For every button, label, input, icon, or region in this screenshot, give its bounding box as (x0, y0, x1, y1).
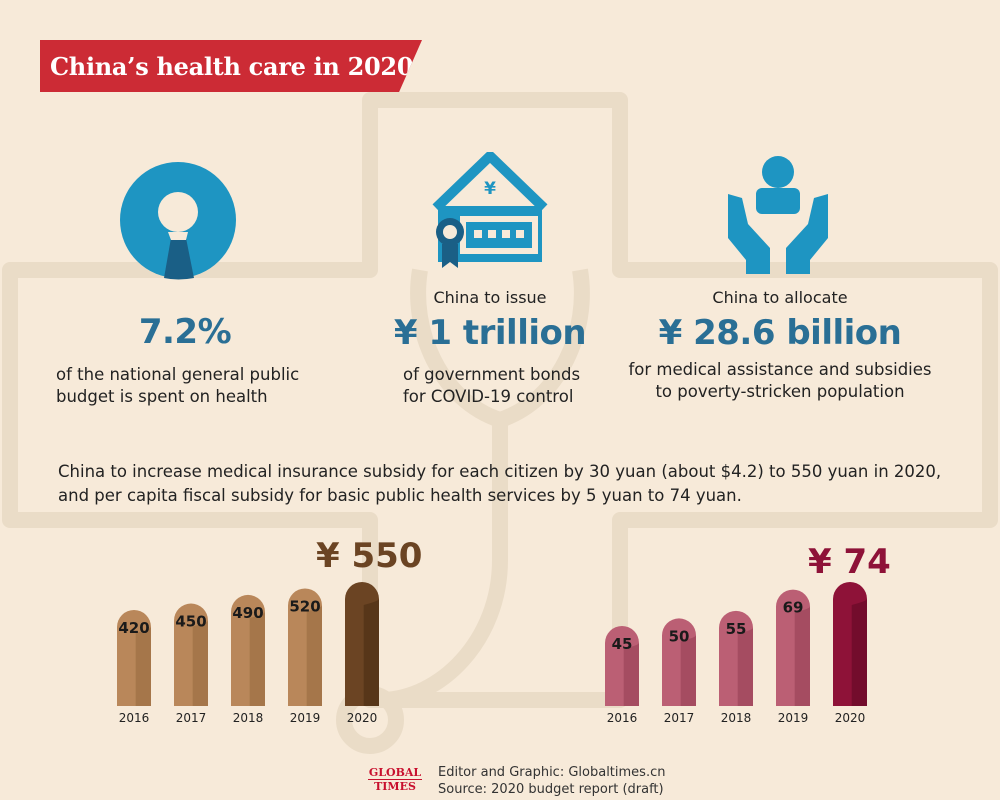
pie-chart-icon (120, 162, 236, 280)
bar-2018: 55 2018 (719, 610, 753, 725)
subsidy-note: China to increase medical insurance subs… (58, 460, 958, 508)
bonds-value: ¥ 1 trillion (393, 313, 587, 353)
bar-value-label: 50 (669, 627, 690, 645)
stat-allocate: China to allocate ¥ 28.6 billion for med… (620, 288, 940, 403)
note-line1: China to increase medical insurance subs… (58, 462, 942, 481)
credit-source: Source: 2020 budget report (draft) (438, 782, 664, 797)
bar-value-label: 520 (289, 597, 320, 615)
logo-line1: GLOBAL (368, 766, 422, 779)
bar-value-label: 490 (232, 604, 263, 622)
bar-2017: 450 2017 (174, 603, 208, 725)
bar-2019: 69 2019 (776, 589, 810, 725)
year-tick-label: 2018 (721, 711, 752, 725)
bar-shade (306, 605, 322, 706)
bar-shade (135, 627, 151, 706)
percent-desc-line2: budget is spent on health (56, 387, 268, 406)
bonds-desc-line1: of government bonds (403, 365, 581, 384)
bar-2020: 2020 (833, 582, 867, 725)
year-tick-label: 2016 (607, 711, 638, 725)
year-tick-label: 2017 (664, 711, 695, 725)
stat-percent: 7.2% (40, 312, 330, 352)
percent-desc-line1: of the national general public (56, 365, 300, 384)
year-tick-label: 2019 (778, 711, 809, 725)
yuan-bond-icon: ¥ (432, 152, 548, 268)
hands-care-icon (728, 156, 828, 274)
bonds-desc-line2: for COVID-19 control (403, 387, 574, 406)
bar-2017: 50 2017 (662, 618, 696, 725)
year-tick-label: 2017 (176, 711, 207, 725)
bar-shade (363, 599, 379, 706)
insurance-highlight-label: ¥ 550 (316, 536, 423, 576)
bar-2016: 420 2016 (117, 610, 151, 725)
year-tick-label: 2020 (835, 711, 866, 725)
note-line2: and per capita fiscal subsidy for basic … (58, 486, 742, 505)
bar-value-label: 45 (612, 635, 633, 653)
year-tick-label: 2016 (119, 711, 150, 725)
bar-2016: 45 2016 (605, 626, 639, 725)
bar-value-label: 69 (783, 599, 804, 617)
credit: Editor and Graphic: Globaltimes.cn Sourc… (438, 764, 665, 798)
bar-shade (192, 620, 208, 706)
bonds-pre: China to issue (433, 288, 547, 307)
year-tick-label: 2020 (347, 711, 378, 725)
percent-description: of the national general public budget is… (56, 364, 346, 408)
logo-line2: TIMES (368, 779, 422, 793)
bar-shade (249, 611, 265, 706)
bar-shade (794, 606, 810, 706)
bar-2019: 520 2019 (288, 588, 322, 725)
percent-value: 7.2% (138, 312, 232, 352)
allocate-pre: China to allocate (712, 288, 848, 307)
bar-shade (623, 643, 639, 706)
bar-value-label: 55 (726, 620, 747, 638)
bar-2020: 2020 (345, 582, 379, 725)
allocate-desc-line2: to poverty-stricken population (655, 382, 905, 401)
bar-value-label: 450 (175, 613, 206, 631)
svg-text:¥: ¥ (484, 179, 496, 199)
bar-shade (851, 599, 867, 706)
stat-bonds: China to issue ¥ 1 trillion (380, 288, 600, 353)
allocate-value: ¥ 28.6 billion (658, 313, 902, 353)
bonds-description: of government bonds for COVID-19 control (403, 364, 623, 408)
global-times-logo: GLOBAL TIMES (368, 766, 422, 796)
allocate-desc-line1: for medical assistance and subsidies (628, 360, 932, 379)
title-banner: China’s health care in 2020 (40, 40, 422, 92)
year-tick-label: 2019 (290, 711, 321, 725)
health-services-highlight-label: ¥ 74 (808, 542, 891, 582)
page-title: China’s health care in 2020 (50, 51, 414, 81)
year-tick-label: 2018 (233, 711, 264, 725)
bar-shade (737, 627, 753, 706)
bar-shade (680, 635, 696, 706)
bar-2018: 490 2018 (231, 594, 265, 725)
credit-editor: Editor and Graphic: Globaltimes.cn (438, 765, 666, 780)
bar-value-label: 420 (118, 619, 149, 637)
